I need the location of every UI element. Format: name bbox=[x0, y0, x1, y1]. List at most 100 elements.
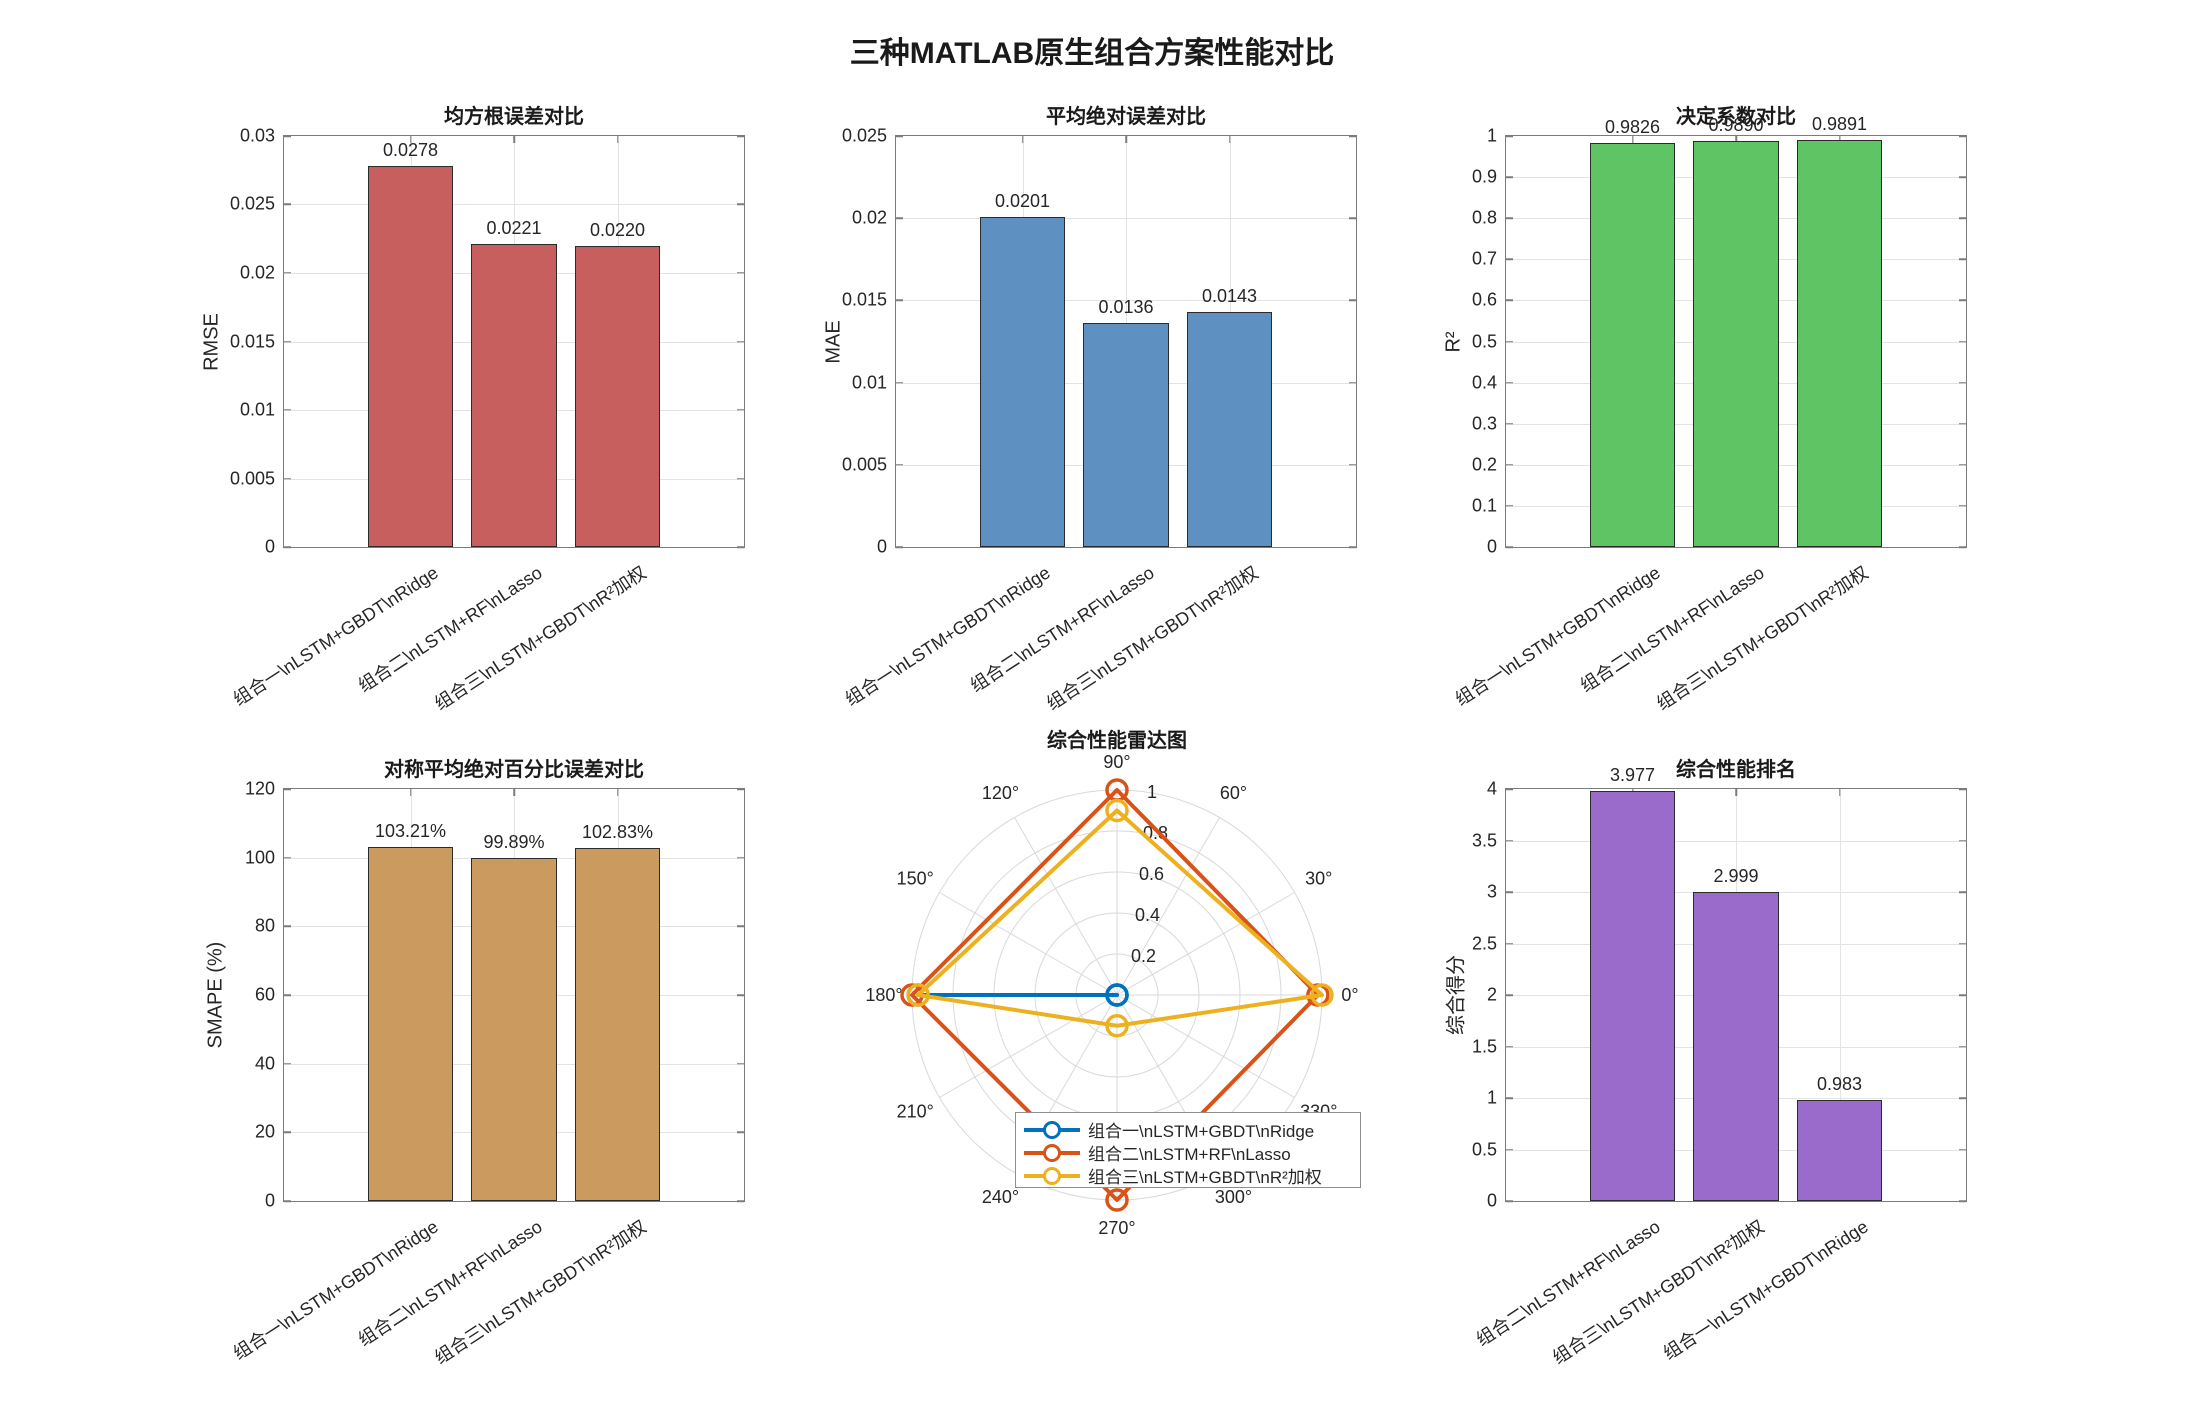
rmse-bar-value-label: 0.0278 bbox=[382, 140, 439, 161]
figure-title: 三种MATLAB原生组合方案性能对比 bbox=[849, 37, 1335, 70]
y-tick-label: 0 bbox=[264, 1190, 275, 1211]
radar-spoke bbox=[939, 994, 1118, 1098]
y-tick-mark-right bbox=[1349, 299, 1356, 302]
rmse-x-tick-label: 组合二\nLSTM+RF\nLasso bbox=[355, 562, 547, 696]
y-tick-mark-right bbox=[1959, 942, 1966, 945]
radar-grid-circle bbox=[1075, 953, 1159, 1037]
radar-series-marker-3 bbox=[906, 983, 930, 1007]
y-tick-mark bbox=[1506, 1097, 1513, 1099]
y-tick-mark bbox=[1506, 546, 1513, 548]
mae-bar bbox=[1083, 323, 1169, 547]
score-bar bbox=[1693, 892, 1779, 1201]
score-bar bbox=[1796, 1099, 1883, 1201]
rmse-bar bbox=[471, 244, 557, 547]
radar-angle-label: 60° bbox=[1220, 783, 1247, 803]
y-tick-mark-right bbox=[737, 1200, 744, 1202]
y-tick-label: 0.03 bbox=[239, 125, 275, 146]
y-tick-label: 3.5 bbox=[1471, 830, 1497, 850]
mae-x-tick-label: 组合二\nLSTM+RF\nLasso bbox=[967, 562, 1159, 696]
y-tick-mark bbox=[1506, 994, 1513, 996]
y-tick-mark-right bbox=[1349, 217, 1356, 219]
smape-x-tick-label: 组合一\nLSTM+GBDT\nRidge bbox=[230, 1216, 443, 1364]
y-tick-label: 40 bbox=[254, 1053, 275, 1074]
rmse-bar bbox=[367, 166, 454, 547]
y-tick-label: 0.8 bbox=[1471, 207, 1497, 228]
legend-marker-icon bbox=[1043, 1166, 1061, 1185]
y-tick-mark bbox=[1506, 1045, 1513, 1048]
legend-marker-icon bbox=[1043, 1120, 1061, 1139]
y-tick-mark bbox=[284, 272, 291, 274]
y-tick-mark-right bbox=[737, 546, 744, 548]
y-tick-mark-right bbox=[1959, 258, 1966, 261]
radar-angle-label: 90° bbox=[1103, 752, 1130, 772]
mae-title: 平均绝对误差对比 bbox=[1046, 106, 1206, 128]
x-tick-mark-top bbox=[409, 136, 412, 143]
y-tick-mark-right bbox=[1959, 891, 1966, 893]
smape-title: 对称平均绝对百分比误差对比 bbox=[384, 759, 644, 781]
y-tick-label: 0.2 bbox=[1471, 454, 1497, 475]
score-bar-value-label: 3.977 bbox=[1609, 765, 1656, 786]
y-tick-mark bbox=[1506, 464, 1513, 466]
mae-bar bbox=[1186, 311, 1273, 547]
subplot-r2: 决定系数对比 R² 0 0.1 0.2 0.3 0.4 0.5 0.6 0.7 0.8 0.9 1 0.9… bbox=[1443, 106, 1967, 714]
r2-bar-value-label: 0.9891 bbox=[1811, 114, 1868, 135]
radar-angle-label: 180° bbox=[865, 985, 902, 1005]
smape-bar-value-label: 102.83% bbox=[581, 821, 654, 842]
y-tick-mark-right bbox=[1959, 176, 1966, 178]
y-tick-mark bbox=[284, 788, 291, 790]
subplot-score: 综合性能排名 综合得分 0 0.5 1 1.5 2 2.5 3 3.5 4 3.977 组合二\nLST… bbox=[1446, 759, 1967, 1368]
y-tick-mark-right bbox=[1349, 381, 1356, 384]
radar-angle-label: 30° bbox=[1305, 869, 1332, 889]
y-tick-label: 0 bbox=[876, 536, 887, 557]
r2-y-axis-label: R² bbox=[1442, 330, 1465, 353]
radar-grid-circle bbox=[952, 830, 1282, 1160]
y-tick-mark bbox=[896, 381, 903, 384]
y-tick-mark bbox=[284, 135, 291, 137]
legend-label: 组合二\nLSTM+RF\nLasso bbox=[1088, 1145, 1291, 1164]
y-tick-mark bbox=[1506, 942, 1513, 945]
radar-angle-label: 120° bbox=[982, 783, 1019, 803]
y-tick-label: 0 bbox=[1486, 1190, 1497, 1211]
y-tick-mark-right bbox=[1959, 839, 1966, 842]
radar-spoke bbox=[1116, 817, 1220, 996]
radar-r-tick-label: 0.8 bbox=[1143, 823, 1168, 843]
radar-series-marker-1 bbox=[1105, 983, 1129, 1007]
radar-r-tick-label: 0.4 bbox=[1135, 905, 1160, 925]
y-tick-mark-right bbox=[737, 856, 744, 859]
y-tick-mark-right bbox=[1959, 1200, 1966, 1202]
mae-bar bbox=[979, 216, 1066, 547]
rmse-title: 均方根误差对比 bbox=[444, 106, 584, 128]
legend-swatch bbox=[1024, 1120, 1080, 1140]
y-tick-mark-right bbox=[1959, 217, 1966, 219]
y-tick-mark bbox=[1506, 176, 1513, 178]
y-tick-mark bbox=[284, 925, 291, 928]
y-tick-label: 0.02 bbox=[851, 207, 887, 228]
radar-angle-label: 150° bbox=[897, 869, 934, 889]
subplot-rmse: 均方根误差对比 RMSE 0 0.005 0.01 0.015 0.02 0.025 0.03 0… bbox=[201, 106, 745, 714]
y-tick-mark bbox=[1506, 135, 1513, 137]
y-tick-mark bbox=[1506, 422, 1513, 425]
r2-bar bbox=[1589, 143, 1676, 547]
radar-r-tick-label: 0.6 bbox=[1139, 864, 1164, 884]
y-tick-label: 100 bbox=[244, 847, 275, 868]
rmse-bar-value-label: 0.0221 bbox=[486, 218, 542, 239]
legend-marker-icon bbox=[1043, 1143, 1061, 1162]
y-tick-mark bbox=[896, 217, 903, 219]
y-tick-mark-right bbox=[1959, 546, 1966, 548]
radar-r-tick-label: 0.2 bbox=[1131, 946, 1156, 966]
y-tick-mark-right bbox=[737, 203, 744, 206]
x-tick-mark-top bbox=[513, 136, 515, 143]
x-tick-mark-top bbox=[616, 136, 619, 143]
radar-series-marker-2 bbox=[1105, 778, 1129, 802]
y-tick-mark-right bbox=[737, 925, 744, 928]
r2-x-tick-label: 组合一\nLSTM+GBDT\nRidge bbox=[1452, 562, 1665, 710]
y-tick-mark bbox=[1506, 839, 1513, 842]
y-tick-label: 2 bbox=[1486, 984, 1497, 1005]
y-tick-label: 3 bbox=[1486, 881, 1497, 902]
radar-series-marker-2 bbox=[1105, 1188, 1129, 1212]
y-tick-mark-right bbox=[1959, 1097, 1966, 1099]
y-tick-mark bbox=[1506, 381, 1513, 384]
y-tick-mark-right bbox=[1959, 340, 1966, 343]
y-tick-mark bbox=[1506, 788, 1513, 790]
radar-series-marker-2 bbox=[1306, 983, 1330, 1007]
